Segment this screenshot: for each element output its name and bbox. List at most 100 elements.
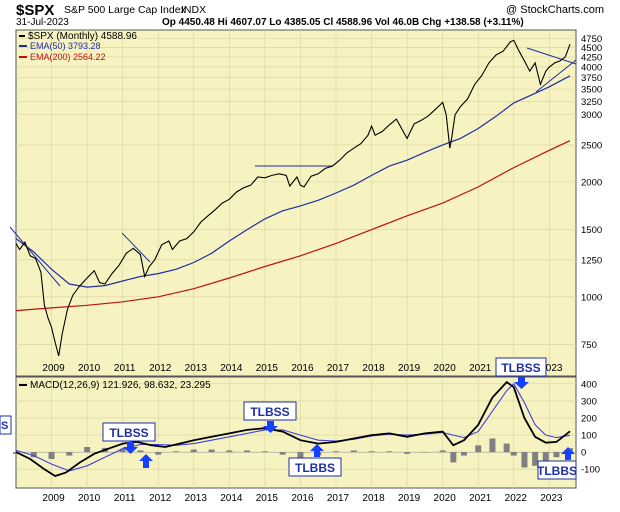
annotations: S TLBSS TLBSS TLBBS TLBSS TLBBS xyxy=(0,357,577,480)
macd-histogram-bar xyxy=(521,452,528,468)
price-x-tick-label: 2011 xyxy=(114,363,136,374)
macd-x-tick-label: 2011 xyxy=(114,493,136,504)
macd-histogram-bar xyxy=(475,445,482,453)
macd-x-tick-label: 2015 xyxy=(256,493,279,504)
label-text: TLBSS xyxy=(250,405,289,419)
price-y-axis: 7501000125015002000250030003250350037504… xyxy=(581,34,602,351)
price-x-tick-label: 2009 xyxy=(42,363,65,374)
macd-y-tick-label: 100 xyxy=(581,431,597,442)
macd-x-tick-label: 2019 xyxy=(398,493,421,504)
price-panel: 7501000125015002000250030003250350037504… xyxy=(9,29,602,377)
label-box xyxy=(537,460,577,480)
macd-line xyxy=(15,380,571,477)
macd-histogram-bar xyxy=(503,443,510,453)
price-x-tick-label: 2010 xyxy=(78,363,101,374)
label-box xyxy=(288,457,342,477)
macd-histogram-bar xyxy=(386,451,393,453)
price-y-tick-label: 2000 xyxy=(581,177,602,188)
macd-histogram-bar xyxy=(119,448,126,453)
macd-legend-text: MACD(12,26,9) 121.926, 98.632, 23.295 xyxy=(30,380,211,391)
price-x-tick-label: 2012 xyxy=(149,363,172,374)
macd-histogram-bar xyxy=(226,450,233,453)
label-text: S xyxy=(1,420,8,432)
macd-histogram-bar xyxy=(297,452,304,459)
macd-histogram-bar xyxy=(279,452,286,455)
macd-histogram-bar xyxy=(244,450,251,453)
ema200-line xyxy=(15,140,571,312)
label-text: TLBBS xyxy=(295,461,335,475)
price-y-tick-label: 750 xyxy=(581,340,597,351)
trendline-2022-up xyxy=(535,59,577,93)
macd-x-tick-label: 2014 xyxy=(220,493,243,504)
up-arrow-icon xyxy=(561,447,575,460)
macd-x-tick-label: 2010 xyxy=(78,493,101,504)
price-legend: $SPX (Monthly) 4588.96 EMA(50) 3793.28 E… xyxy=(19,31,137,62)
price-x-tick-label: 2014 xyxy=(220,363,243,374)
price-y-tick-label: 4000 xyxy=(581,62,602,73)
price-y-tick-label: 1000 xyxy=(581,292,602,303)
down-arrow-icon xyxy=(123,442,138,454)
price-legend-text: $SPX (Monthly) 4588.96 xyxy=(28,31,137,42)
trendlines xyxy=(9,47,577,287)
ema50-line xyxy=(15,75,571,288)
macd-histogram-bar xyxy=(261,451,268,453)
macd-histogram-bar xyxy=(137,450,144,453)
macd-x-tick-label: 2016 xyxy=(291,493,314,504)
price-y-tick-label: 4250 xyxy=(581,52,602,63)
macd-x-tick-label: 2020 xyxy=(434,493,457,504)
price-x-tick-label: 2020 xyxy=(434,363,457,374)
ema200-legend-text: EMA(200) 2564.22 xyxy=(30,52,106,62)
annotation-tlbbs-2023: TLBBS xyxy=(537,447,577,480)
macd-histogram-bar xyxy=(450,452,457,463)
macd-histogram-bar xyxy=(48,452,55,459)
symbol-title: $SPX xyxy=(16,2,54,19)
ohlc-readout: Op 4450.48 Hi 4607.07 Lo 4385.05 Cl 4588… xyxy=(162,17,524,28)
trendline-2008 xyxy=(9,226,61,287)
price-y-tick-label: 4500 xyxy=(581,43,602,54)
macd-x-tick-label: 2017 xyxy=(327,493,350,504)
macd-x-tick-label: 2012 xyxy=(149,493,172,504)
price-y-tick-label: 1500 xyxy=(581,225,602,236)
price-x-tick-label: 2021 xyxy=(469,363,492,374)
macd-histogram-bar xyxy=(489,438,496,453)
price-y-tick-label: 4750 xyxy=(581,34,602,45)
price-x-tick-label: 2019 xyxy=(398,363,421,374)
label-box xyxy=(0,415,12,435)
label-text: TLBSS xyxy=(109,426,148,440)
macd-histogram-bar xyxy=(532,452,539,466)
date-label: 31-Jul-2023 xyxy=(16,17,69,28)
up-arrow-icon xyxy=(139,454,153,468)
annotation-tlbbs-2016: TLBBS xyxy=(288,444,342,477)
macd-y-tick-label: -100 xyxy=(581,465,600,476)
macd-histogram-bar xyxy=(155,452,162,455)
macd-histogram-bar xyxy=(439,450,446,453)
price-y-tick-label: 2500 xyxy=(581,140,602,151)
macd-x-tick-label: 2018 xyxy=(362,493,385,504)
label-box xyxy=(495,357,547,377)
macd-y-tick-label: 300 xyxy=(581,396,597,407)
index-name: S&P 500 Large Cap Index xyxy=(64,4,187,16)
macd-histogram-bar xyxy=(333,451,339,453)
price-x-tick-label: 2018 xyxy=(362,363,385,374)
macd-x-tick-label: 2013 xyxy=(185,493,208,504)
price-y-tick-label: 3000 xyxy=(581,110,602,121)
trendline-2022-down xyxy=(526,47,577,65)
down-arrow-icon xyxy=(263,421,278,433)
down-arrow-icon xyxy=(514,377,529,389)
price-x-tick-label: 2013 xyxy=(185,363,208,374)
macd-y-tick-label: 400 xyxy=(581,379,597,390)
macd-histogram-bar xyxy=(30,452,37,458)
price-x-tick-label: 2023 xyxy=(540,363,563,374)
label-text: TLBBS xyxy=(537,464,577,478)
price-gridlines xyxy=(16,30,576,376)
watermark: @ StockCharts.com xyxy=(506,4,604,16)
macd-histogram-bar xyxy=(461,452,467,456)
price-x-tick-label: 2017 xyxy=(327,363,350,374)
annotation-tlbss-2011: TLBSS xyxy=(102,422,156,468)
macd-y-tick-label: 0 xyxy=(581,448,586,459)
macd-histogram-bar xyxy=(350,450,357,453)
annotation-left: S xyxy=(0,415,12,435)
macd-x-tick-label: 2009 xyxy=(42,493,65,504)
label-box xyxy=(102,422,156,442)
